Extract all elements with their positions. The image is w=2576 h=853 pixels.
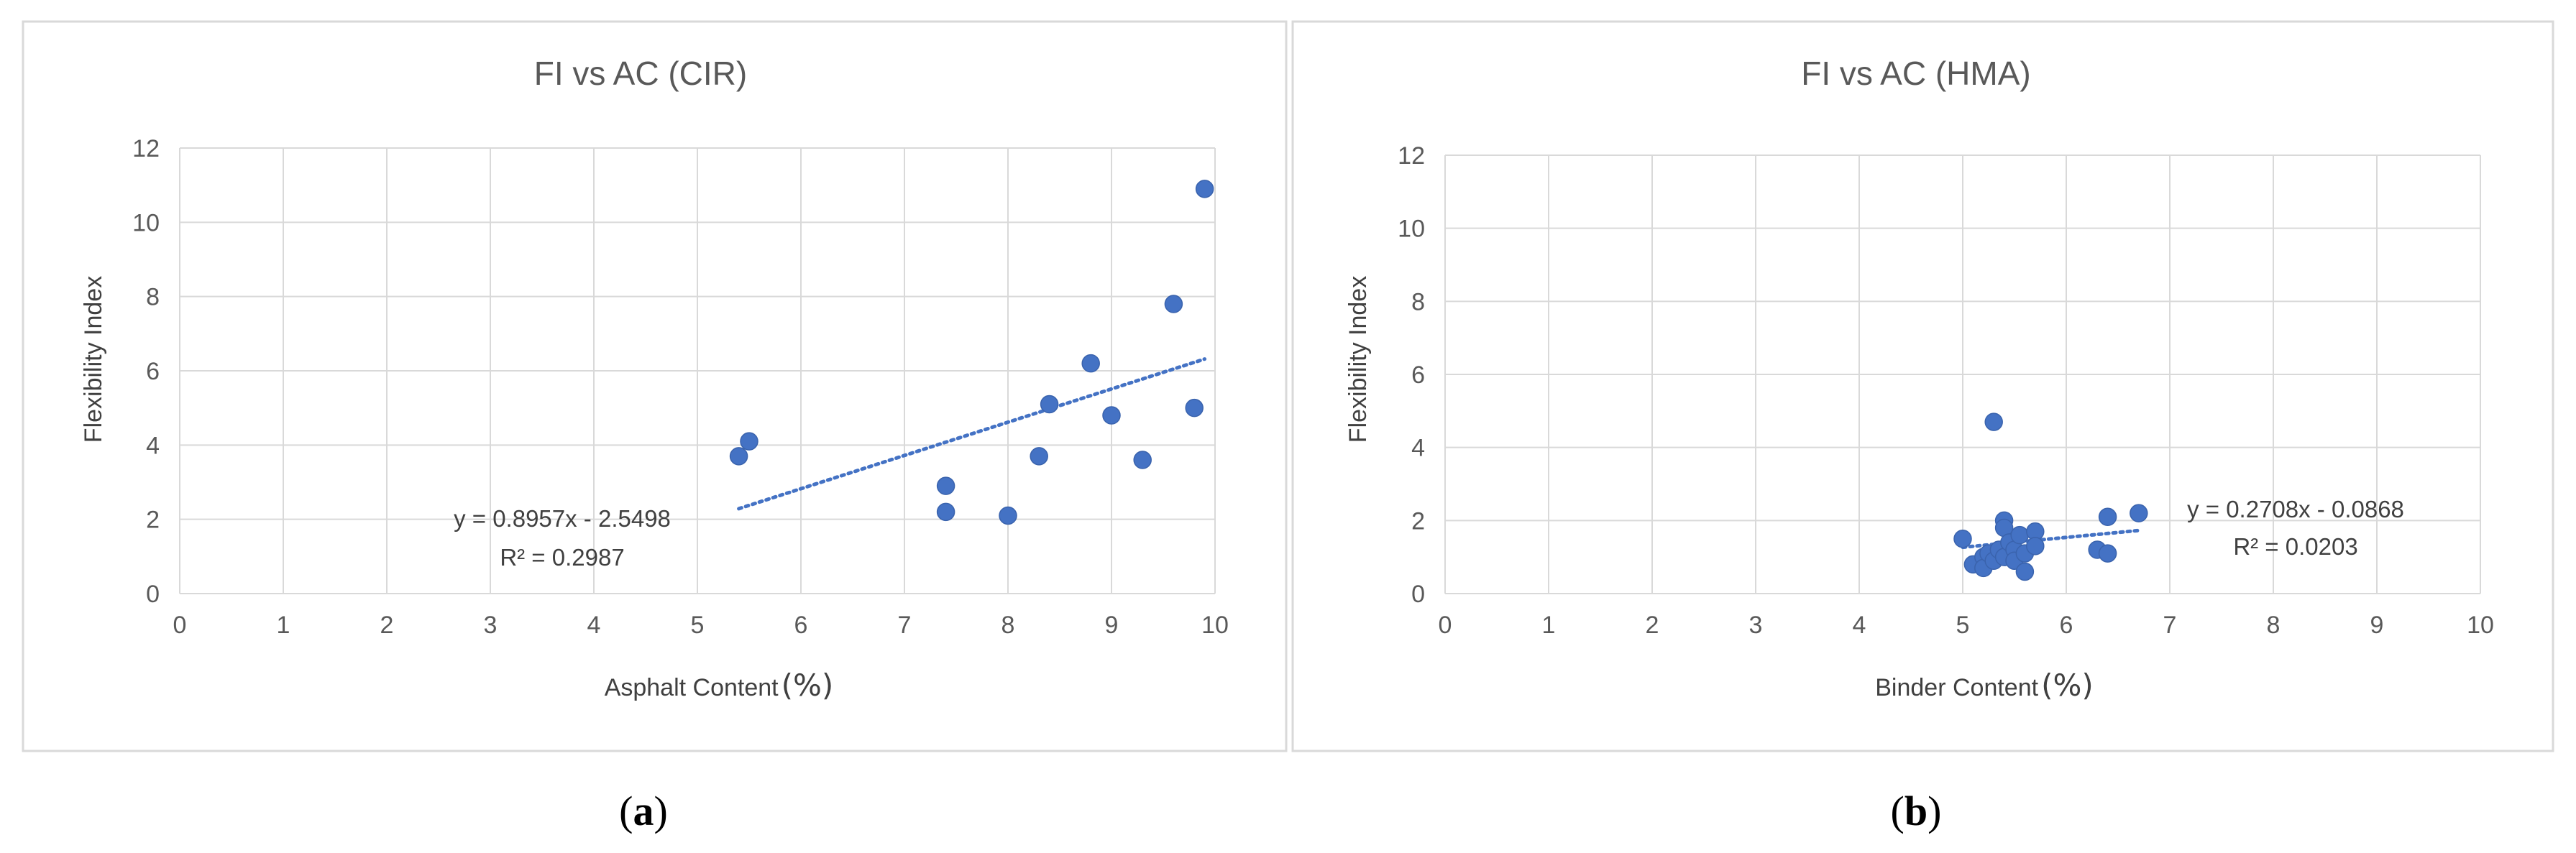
x-tick-label: 1 (1542, 612, 1556, 639)
y-tick-label: 2 (1411, 507, 1425, 535)
y-tick-label: 10 (1398, 216, 1425, 243)
data-point (1030, 447, 1048, 466)
y-tick-label: 4 (146, 432, 160, 459)
chart-frame (22, 20, 1288, 752)
x-tick-label: 3 (484, 612, 498, 639)
caption-b-label: b (1905, 788, 1928, 834)
y-tick-label: 10 (132, 209, 160, 236)
y-tick-label: 8 (146, 284, 160, 311)
y-tick-label: 12 (1398, 142, 1425, 170)
data-point (729, 447, 748, 466)
data-point (1195, 180, 1214, 198)
y-axis-label: Flexibility Index (1344, 276, 1372, 443)
data-point (1164, 295, 1183, 313)
data-point (1040, 395, 1059, 414)
x-tick-label: 6 (2060, 612, 2073, 639)
data-point (1133, 451, 1152, 469)
chart-title: FI vs AC (HMA) (1801, 55, 2030, 92)
x-axis-label: Asphalt Content (605, 674, 779, 701)
y-tick-labels: 0 2 4 6 8 10 12 (1398, 142, 1425, 608)
x-tick-label: 10 (1201, 612, 1229, 639)
x-tick-label: 10 (2467, 612, 2494, 639)
grid-lines (179, 147, 1216, 594)
trendline-equation: y = 0.2708x - 0.0868 (2187, 496, 2404, 522)
y-tick-label: 6 (146, 358, 160, 385)
data-point (936, 502, 955, 522)
x-axis-unit: (%) (2041, 668, 2094, 703)
caption-a: (a) (619, 788, 668, 834)
x-tick-label: 7 (898, 612, 912, 639)
x-tick-label: 9 (2370, 612, 2384, 639)
y-tick-labels: 0 2 4 6 8 10 12 (132, 135, 160, 608)
data-point (1081, 354, 1100, 373)
data-point (2015, 562, 2035, 581)
trendline-line (737, 357, 1207, 511)
x-tick-label: 4 (587, 612, 601, 639)
data-point (999, 506, 1017, 525)
x-axis-label-group: Binder Content (%) (1875, 668, 2094, 703)
trendline-equation: y = 0.8957x - 2.5498 (454, 505, 671, 532)
y-tick-label: 6 (1411, 361, 1425, 389)
x-tick-label: 5 (1956, 612, 1970, 639)
x-tick-label: 9 (1105, 612, 1119, 639)
y-tick-label: 4 (1411, 435, 1425, 462)
y-tick-label: 2 (146, 507, 160, 534)
grid-lines (1444, 155, 2481, 594)
y-axis-label: Flexibility Index (80, 276, 107, 443)
data-point (1102, 406, 1121, 425)
x-tick-label: 0 (173, 612, 187, 639)
y-tick-label: 8 (1411, 288, 1425, 315)
x-tick-label: 4 (1853, 612, 1866, 639)
caption-a-label: a (633, 788, 654, 834)
x-tick-labels: 0 1 2 3 4 5 6 7 8 9 10 (173, 612, 1229, 639)
data-point (2098, 507, 2117, 526)
y-tick-label: 0 (146, 581, 160, 608)
trendline (737, 357, 1207, 511)
x-tick-label: 2 (1646, 612, 1659, 639)
data-point (2130, 504, 2148, 522)
x-tick-label: 7 (2163, 612, 2177, 639)
x-tick-label: 2 (380, 612, 394, 639)
chart-title: FI vs AC (CIR) (534, 55, 747, 92)
trendline-r-squared: R² = 0.2987 (500, 544, 624, 571)
y-tick-label: 12 (132, 135, 160, 162)
x-axis-label: Binder Content (1875, 674, 2038, 701)
x-tick-label: 5 (691, 612, 705, 639)
data-point (2026, 537, 2045, 555)
x-tick-label: 8 (1001, 612, 1015, 639)
data-point (2010, 525, 2029, 545)
x-axis-unit: (%) (781, 668, 834, 703)
data-point (2098, 544, 2117, 563)
x-tick-label: 8 (2267, 612, 2281, 639)
data-point (740, 432, 758, 451)
chart-frame (1291, 20, 2554, 752)
data-points (729, 180, 1214, 525)
data-point (1185, 398, 1204, 418)
y-tick-label: 0 (1411, 581, 1425, 608)
x-axis-label-group: Asphalt Content (%) (605, 668, 834, 703)
x-tick-label: 0 (1439, 612, 1452, 639)
caption-b: (b) (1891, 788, 1942, 834)
data-point (936, 476, 955, 495)
trendline-r-squared: R² = 0.0203 (2233, 533, 2357, 560)
data-point (1953, 530, 1972, 548)
x-tick-label: 6 (794, 612, 808, 639)
data-point (1984, 412, 2003, 431)
x-tick-labels: 0 1 2 3 4 5 6 7 8 9 10 (1439, 612, 2494, 639)
x-tick-label: 3 (1749, 612, 1763, 639)
data-points (1953, 412, 2148, 581)
x-tick-label: 1 (277, 612, 290, 639)
